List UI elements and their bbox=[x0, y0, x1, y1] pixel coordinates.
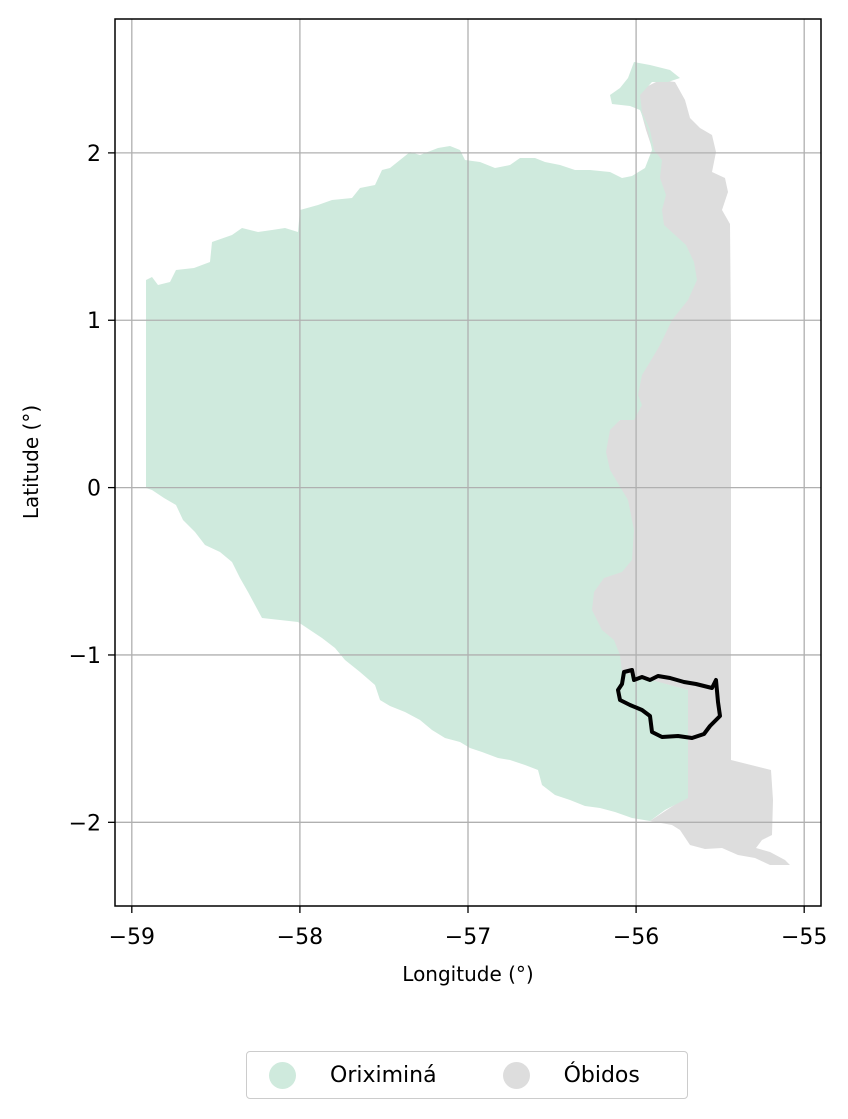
x-axis-title: Longitude (°) bbox=[402, 962, 533, 986]
legend-swatch-obidos bbox=[502, 1061, 530, 1089]
y-tick-label: 1 bbox=[87, 309, 101, 334]
legend-swatch-oriximina bbox=[269, 1061, 296, 1089]
y-tick-label: 2 bbox=[87, 142, 101, 167]
x-tick-label: −55 bbox=[781, 925, 827, 950]
grid-vertical bbox=[131, 19, 805, 906]
highlight-outline[interactable] bbox=[616, 668, 722, 740]
x-tick-label: −59 bbox=[109, 925, 155, 950]
legend-entry-obidos[interactable]: Óbidos bbox=[502, 1061, 640, 1089]
region-oriximina[interactable] bbox=[146, 62, 697, 821]
x-tick-label: −56 bbox=[613, 925, 659, 950]
y-tick-label: −2 bbox=[69, 811, 101, 836]
legend-label-oriximina: Oriximiná bbox=[330, 1062, 437, 1088]
x-tick-label: −58 bbox=[277, 925, 323, 950]
x-tick-label: −57 bbox=[445, 925, 491, 950]
region-obidos[interactable] bbox=[590, 80, 790, 865]
y-axis-ticks: −2 −1 0 1 2 bbox=[69, 142, 115, 836]
y-tick-label: −1 bbox=[69, 644, 101, 669]
legend-entry-oriximina[interactable]: Oriximiná bbox=[269, 1061, 437, 1089]
legend-label-obidos: Óbidos bbox=[563, 1062, 640, 1088]
legend: Oriximiná Óbidos bbox=[246, 1051, 688, 1099]
y-axis-title: Latitude (°) bbox=[19, 405, 43, 519]
grid-horizontal bbox=[115, 152, 821, 823]
y-tick-label: 0 bbox=[87, 477, 101, 502]
x-axis-ticks: −59 −58 −57 −56 −55 bbox=[109, 906, 827, 950]
